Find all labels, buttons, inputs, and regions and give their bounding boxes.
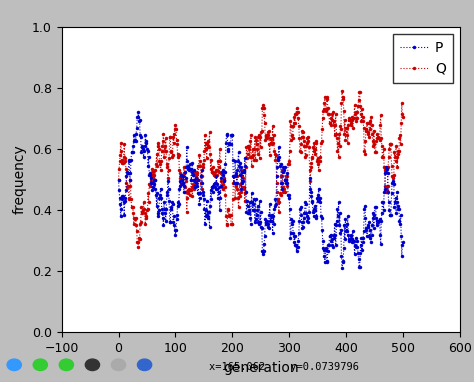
Text: x=165.062    y=0.0739796: x=165.062 y=0.0739796 [210, 361, 359, 372]
Q [187, 193, 192, 197]
P [300, 226, 305, 231]
Q [303, 153, 309, 157]
Q [199, 186, 204, 191]
P [400, 240, 406, 244]
Q [116, 177, 121, 182]
Q [300, 128, 305, 133]
P [187, 162, 192, 167]
P [303, 202, 309, 206]
P [220, 168, 226, 173]
Q [352, 112, 358, 116]
P [116, 177, 121, 182]
Q [339, 89, 345, 93]
P [199, 168, 204, 173]
P [339, 266, 345, 270]
Legend: P, Q: P, Q [393, 34, 453, 83]
Q [220, 186, 226, 191]
Q [400, 115, 406, 119]
Line: Q: Q [117, 89, 405, 249]
Line: P: P [117, 110, 405, 270]
P [352, 243, 358, 248]
Q [136, 244, 141, 249]
Y-axis label: frequency: frequency [12, 145, 27, 214]
X-axis label: generation: generation [223, 361, 299, 375]
P [136, 110, 141, 115]
